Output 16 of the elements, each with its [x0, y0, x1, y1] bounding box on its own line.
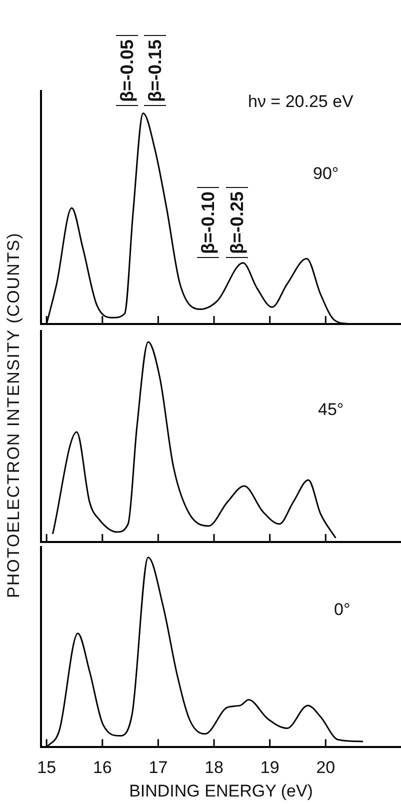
annotation: β=-0.25 — [226, 187, 248, 258]
x-tick-label: 18 — [204, 758, 224, 778]
x-tick-label: 20 — [316, 758, 336, 778]
annotation: 90° — [313, 164, 339, 184]
text: β=-0.05 — [116, 35, 138, 106]
y-axis-title: PHOTOELECTRON INTENSITY (COUNTS) — [4, 232, 24, 598]
x-tick-label: 16 — [92, 758, 112, 778]
x-axis-title: BINDING ENERGY (eV) — [129, 781, 313, 800]
annotation: 45° — [318, 400, 344, 420]
text: β=-0.15 — [144, 35, 166, 106]
x-tick-label: 15 — [37, 758, 56, 778]
x-tick-label: 19 — [260, 758, 280, 778]
annotation: 0° — [334, 600, 350, 620]
x-tick-label: 17 — [148, 758, 168, 778]
annotation: β=-0.10 — [197, 187, 219, 258]
text: hν = 20.25 eV — [248, 92, 354, 112]
